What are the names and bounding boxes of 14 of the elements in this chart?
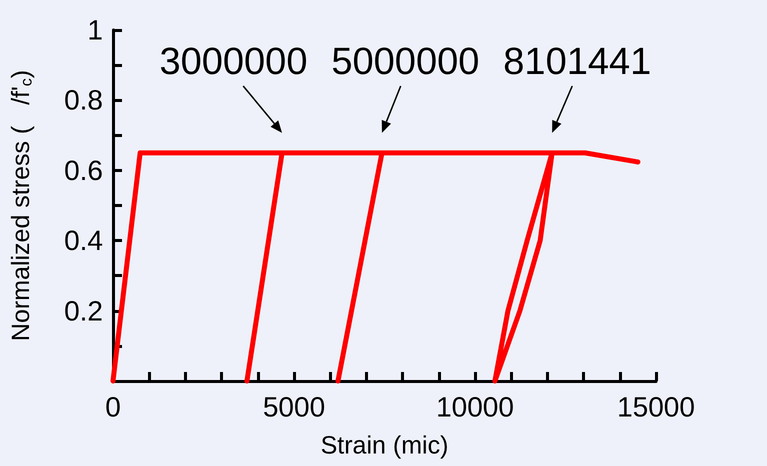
y-tick-label: 0.2	[64, 295, 103, 326]
y-tick-label: 0.6	[64, 154, 103, 186]
annotation: 8101441	[503, 41, 652, 83]
x-tick-label: 15000	[617, 392, 695, 422]
x-tick-label: 5000	[262, 392, 326, 422]
x-tick-label: 0	[105, 392, 121, 422]
y-tick-label: 0.8	[64, 84, 103, 116]
y-tick-label: 1	[87, 14, 103, 46]
annotation: 3000000	[160, 41, 308, 83]
y-axis-title: Normalized stress ( /f'c)	[7, 70, 36, 342]
x-axis-title: Strain (mic)	[320, 432, 448, 460]
x-tick-label: 10000	[436, 392, 514, 422]
y-tick-label: 0.4	[64, 225, 103, 256]
annotation: 5000000	[331, 41, 480, 83]
